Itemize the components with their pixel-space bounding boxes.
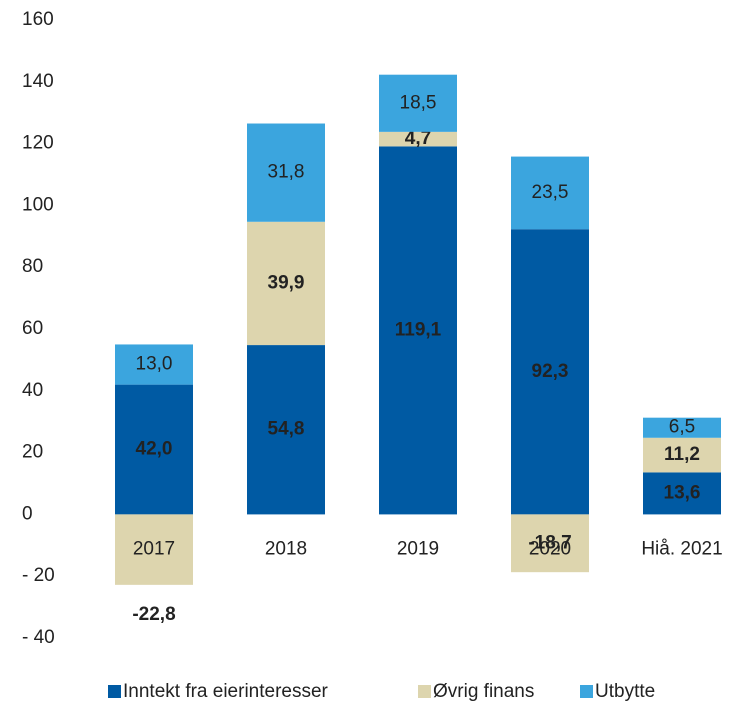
- bar-segment: [115, 514, 193, 585]
- value-label: 39,9: [268, 272, 305, 293]
- y-tick-label: - 40: [22, 627, 55, 648]
- x-tick-label: 2018: [265, 538, 307, 559]
- bar-segment: [379, 146, 457, 515]
- value-label: -22,8: [132, 604, 175, 625]
- bar-segment: [511, 514, 589, 573]
- x-tick-label: 2020: [529, 538, 571, 559]
- bar-segment: [511, 229, 589, 515]
- bar-segment: [115, 384, 193, 515]
- y-tick-label: 100: [22, 194, 54, 215]
- legend-swatch: [580, 685, 593, 698]
- value-label: 23,5: [532, 182, 569, 203]
- y-tick-label: 120: [22, 133, 54, 154]
- value-label: 31,8: [268, 162, 305, 183]
- y-tick-label: 80: [22, 256, 43, 277]
- bar-segment: [247, 221, 325, 346]
- value-label: 119,1: [395, 319, 442, 340]
- bar-segment: [247, 345, 325, 515]
- y-tick-label: 0: [22, 503, 33, 524]
- value-label: -18,7: [528, 532, 571, 553]
- value-label: 42,0: [136, 439, 173, 460]
- value-label: 6,5: [669, 417, 695, 438]
- bar-segment: [643, 437, 721, 473]
- value-label: 4,7: [405, 128, 431, 149]
- legend-label: Øvrig finans: [433, 681, 534, 702]
- y-tick-label: 20: [22, 442, 43, 463]
- value-label: 18,5: [400, 92, 437, 113]
- value-label: 92,3: [532, 361, 569, 382]
- legend-label: Inntekt fra eierinteresser: [123, 681, 329, 702]
- x-tick-label: 2017: [133, 538, 175, 559]
- x-tick-label: 2019: [397, 538, 439, 559]
- legend-swatch: [418, 685, 431, 698]
- y-tick-label: 140: [22, 71, 54, 92]
- legend-swatch: [108, 685, 121, 698]
- bar-segment: [115, 344, 193, 385]
- value-label: 11,2: [664, 444, 700, 465]
- value-label: 13,6: [664, 482, 701, 503]
- x-tick-label: Hiå. 2021: [641, 538, 722, 559]
- y-tick-label: 160: [22, 9, 54, 30]
- y-tick-label: - 20: [22, 565, 55, 586]
- y-tick-label: 40: [22, 380, 43, 401]
- value-label: 13,0: [136, 354, 173, 375]
- bar-segment: [643, 472, 721, 515]
- bar-segment: [511, 156, 589, 230]
- bar-segment: [247, 123, 325, 222]
- y-tick-label: 60: [22, 318, 43, 339]
- legend-label: Utbytte: [595, 681, 655, 702]
- bar-segment: [379, 74, 457, 132]
- bar-segment: [379, 131, 457, 147]
- value-label: 54,8: [268, 419, 305, 440]
- bar-segment: [643, 417, 721, 438]
